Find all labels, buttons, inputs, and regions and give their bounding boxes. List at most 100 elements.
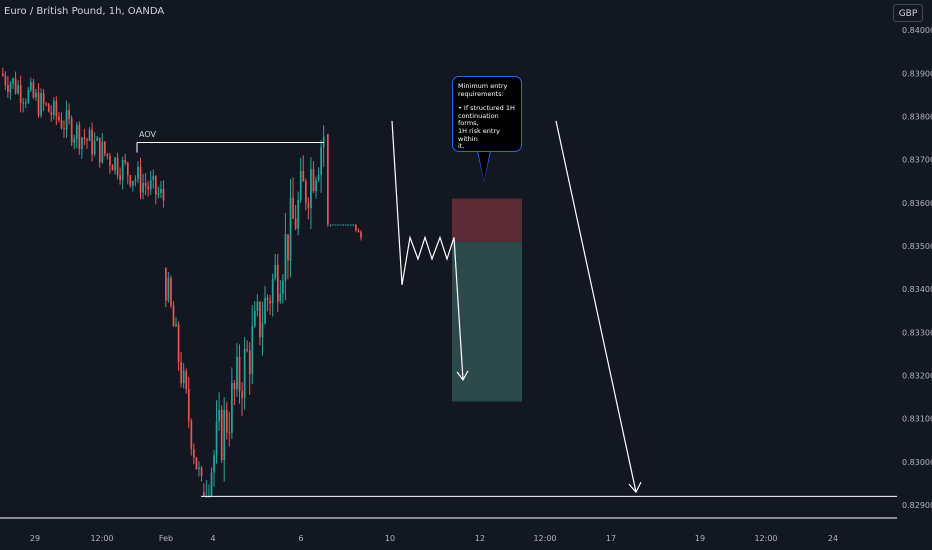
long-projection-arrow-head xyxy=(628,481,642,494)
candle-body xyxy=(109,155,111,166)
candle-body xyxy=(228,432,231,434)
projected-zigzag-path xyxy=(391,120,455,285)
candle-body xyxy=(177,323,180,362)
candle-body xyxy=(302,171,305,182)
candle-body xyxy=(142,182,144,193)
candle-body xyxy=(9,83,12,93)
x-tick-label: 6 xyxy=(298,534,303,543)
candle-body xyxy=(124,160,127,163)
candle-body xyxy=(287,234,289,261)
candle-body xyxy=(327,133,329,225)
x-tick-label: 12 xyxy=(475,534,485,543)
x-tick-label: 10 xyxy=(385,534,395,543)
candle-body xyxy=(269,300,271,304)
candle-body xyxy=(119,175,121,181)
candle-body xyxy=(7,85,9,93)
candle-body xyxy=(147,186,150,190)
candle-body xyxy=(218,410,220,422)
candle-body xyxy=(88,129,91,141)
candle-body xyxy=(14,78,17,94)
candle-body xyxy=(157,192,160,195)
x-tick-label: 29 xyxy=(30,534,40,543)
candle-body xyxy=(320,147,322,175)
callout-line: requirements: xyxy=(458,89,504,98)
symbol-legend[interactable]: Euro / British Pound, 1h, OANDA xyxy=(4,6,165,17)
candle-body xyxy=(32,82,35,98)
candle-body xyxy=(144,182,147,187)
candle-body xyxy=(96,137,99,141)
candle-body xyxy=(139,166,142,193)
candle-body xyxy=(342,224,344,226)
candle-body xyxy=(12,78,14,84)
candle-body xyxy=(193,449,195,458)
candle-body xyxy=(152,175,155,181)
candle-body xyxy=(243,348,246,398)
candle-body xyxy=(215,421,218,456)
x-tick-label: 24 xyxy=(828,534,838,543)
candle-body xyxy=(284,234,287,281)
candle-body xyxy=(271,278,274,304)
entry-requirements-callout[interactable]: Minimum entry requirements: • If structu… xyxy=(452,76,522,152)
candle-body xyxy=(17,85,19,94)
candle-body xyxy=(223,409,226,461)
candle-body xyxy=(329,224,332,226)
candle-body xyxy=(261,323,264,338)
x-tick-label: 12:00 xyxy=(533,534,556,543)
candle-body xyxy=(185,370,188,389)
axes: 0.84000 0.83900 0.83800 0.83700 0.83600 0.835… xyxy=(0,26,932,543)
candle-body xyxy=(132,181,134,186)
candle-body xyxy=(294,218,297,229)
x-tick-label: 4 xyxy=(210,534,215,543)
candle-body xyxy=(53,100,55,116)
drawing-tools xyxy=(136,120,897,497)
currency-button[interactable]: GBP xyxy=(893,4,923,22)
x-tick-label: Feb xyxy=(159,534,173,543)
y-tick-label: 0.83700 xyxy=(902,156,932,165)
y-tick-label: 0.83000 xyxy=(902,458,932,467)
y-tick-label: 0.83900 xyxy=(902,69,932,78)
callout-line: Minimum entry xyxy=(458,82,508,90)
candle-body xyxy=(75,124,78,139)
candle-body xyxy=(55,100,58,117)
long-projection-arrow-line xyxy=(555,120,637,493)
candle-body xyxy=(134,178,137,182)
y-tick-label: 0.83100 xyxy=(902,415,932,424)
candle-body xyxy=(180,361,182,384)
candle-body xyxy=(297,199,300,229)
candle-body xyxy=(104,141,106,154)
candle-body xyxy=(63,128,65,130)
callout-pointer xyxy=(478,151,490,181)
candle-body xyxy=(276,264,279,302)
candle-body xyxy=(317,174,320,181)
candle-body xyxy=(344,224,347,226)
candle-body xyxy=(246,348,249,351)
candle-body xyxy=(305,181,307,204)
x-tick-label: 12:00 xyxy=(90,534,113,543)
y-tick-label: 0.83200 xyxy=(902,372,932,381)
candle-body xyxy=(129,175,132,186)
candle-body xyxy=(310,168,312,209)
candle-body xyxy=(210,472,213,497)
candle-body xyxy=(220,410,223,461)
candle-body xyxy=(155,175,157,195)
candle-body xyxy=(236,356,238,390)
candle-body xyxy=(22,102,25,104)
callout-line: it. xyxy=(458,142,465,151)
candle-body xyxy=(312,168,315,192)
candle-body xyxy=(347,224,350,226)
callout-line: 1H risk entry within xyxy=(458,126,500,143)
candle-body xyxy=(114,157,116,171)
target-arrow-line xyxy=(453,237,464,380)
y-tick-label: 0.82900 xyxy=(902,501,932,510)
y-tick-label: 0.83300 xyxy=(902,328,932,337)
candle-body xyxy=(315,180,317,192)
candle-body xyxy=(86,139,88,141)
candle-body xyxy=(248,350,251,375)
candle-body xyxy=(198,467,200,470)
candle-body xyxy=(187,388,190,421)
candle-body xyxy=(149,180,152,190)
candle-body xyxy=(83,137,86,140)
candle-body xyxy=(68,110,70,119)
candle-body xyxy=(213,455,215,473)
